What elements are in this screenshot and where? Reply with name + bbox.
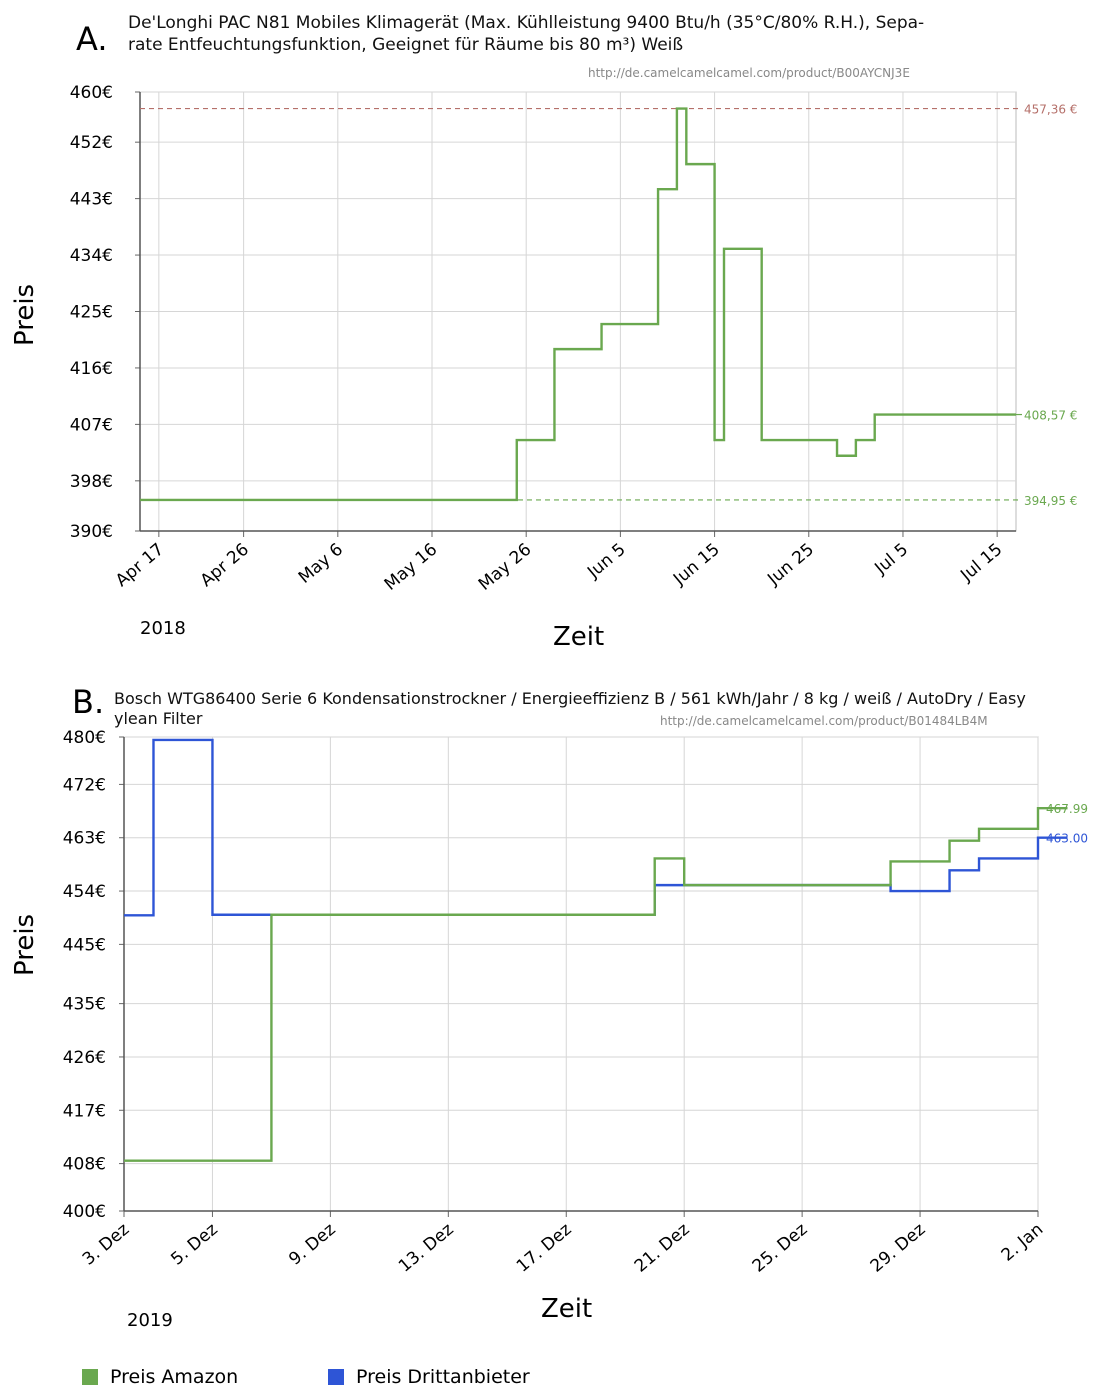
chart-b-y-tick-label: 480€: [63, 728, 106, 748]
chart-a-x-tick-label: Apr 26: [197, 540, 253, 592]
chart-b-y-tick-label: 454€: [63, 882, 106, 902]
panel-a-title-line2: rate Entfeuchtungsfunktion, Geeignet für…: [128, 35, 684, 55]
chart-b-plot-area: [123, 736, 1039, 1212]
chart-a-reference-label-1: 394,95 €: [1024, 494, 1077, 508]
chart-b-series-amazon: [124, 806, 1068, 1162]
chart-a-y-tick-label: 425€: [70, 303, 113, 323]
chart-b-y-tick-label: 435€: [63, 995, 106, 1015]
legend-amazon: Preis Amazon: [82, 1366, 238, 1388]
panel-b-title-line2: ylean Filter: [114, 709, 203, 728]
chart-b-y-tick-label: 445€: [63, 935, 106, 955]
chart-a-y-tick-label: 407€: [70, 415, 113, 435]
chart-b-y-tick-label: 463€: [63, 829, 106, 849]
legend-third: Preis Drittanbieter: [328, 1366, 530, 1388]
chart-b-x-tick-label: 9. Dez: [285, 1219, 339, 1269]
chart-a-y-tick-label: 416€: [70, 359, 113, 379]
chart-b-x-tick-label: 5. Dez: [167, 1219, 221, 1269]
chart-a-x-tick-label: Jun 25: [763, 540, 818, 590]
chart-a-x-tick-label: Jun 5: [583, 540, 629, 583]
chart-b-end-label-1: 463.00: [1046, 832, 1088, 846]
chart-a-reference-label-0: 457,36 €: [1024, 103, 1077, 117]
chart-b-x-tick-label: 29. Dez: [867, 1219, 930, 1276]
panel-a-title-line1: De'Longhi PAC N81 Mobiles Klimagerät (Ma…: [128, 13, 925, 33]
panel-b-title-line1: Bosch WTG86400 Serie 6 Kondensationstroc…: [114, 689, 1026, 708]
panel-a-source-url: http://de.camelcamelcamel.com/product/B0…: [588, 66, 910, 80]
chart-b-x-tick-label: 2. Jan: [998, 1220, 1048, 1266]
panel-b-x-axis-label: Zeit: [541, 1294, 593, 1324]
chart-a-end-label-0: 408,57 €: [1024, 409, 1077, 423]
chart-a-y-tick-label: 390€: [70, 522, 113, 542]
chart-b-y-tick-label: 472€: [63, 775, 106, 795]
legend-third-swatch: [328, 1369, 344, 1385]
legend-third-label: Preis Drittanbieter: [356, 1366, 530, 1388]
chart-b-x-tick-label: 17. Dez: [513, 1219, 576, 1276]
chart-a-y-tick-label: 398€: [70, 472, 113, 492]
chart-b-x-tick-label: 21. Dez: [631, 1219, 694, 1276]
legend-amazon-swatch: [82, 1369, 98, 1385]
chart-b-y-tick-label: 426€: [63, 1048, 106, 1068]
chart-a-x-tick-label: May 16: [381, 540, 441, 595]
chart-a-x-tick-label: May 26: [475, 540, 535, 595]
chart-a-x-tick-label: Jun 15: [669, 540, 724, 590]
panel-a-year-label: 2018: [140, 618, 186, 639]
panel-a-x-axis-label: Zeit: [553, 622, 605, 652]
panel-b-year-label: 2019: [127, 1310, 173, 1331]
chart-b-x-tick-label: 25. Dez: [749, 1219, 812, 1276]
chart-a-y-tick-label: 443€: [70, 190, 113, 210]
panel-b-source-url: http://de.camelcamelcamel.com/product/B0…: [660, 714, 988, 728]
chart-b-end-label-0: 467.99: [1046, 802, 1088, 816]
chart-a-y-tick-label: 460€: [70, 83, 113, 103]
panel-a-letter: A.: [76, 20, 108, 58]
legend-amazon-label: Preis Amazon: [110, 1366, 239, 1388]
chart-a-y-tick-label: 452€: [70, 133, 113, 153]
chart-a-x-tick-label: Apr 17: [112, 540, 168, 592]
chart-b-y-tick-label: 400€: [63, 1202, 106, 1222]
chart-b-y-tick-label: 417€: [63, 1101, 106, 1121]
chart-a-x-tick-label: Jul 15: [956, 540, 1006, 587]
chart-a-x-tick-label: May 6: [295, 540, 347, 588]
chart-b-x-tick-label: 13. Dez: [395, 1219, 458, 1276]
panel-b-letter: B.: [72, 683, 105, 721]
chart-b-y-tick-label: 408€: [63, 1155, 106, 1175]
chart-b-x-tick-label: 3. Dez: [79, 1219, 133, 1269]
chart-a-series-amazon: [140, 107, 1016, 502]
chart-a-x-tick-label: Jul 5: [870, 540, 912, 580]
chart-a-y-tick-label: 434€: [70, 246, 113, 266]
